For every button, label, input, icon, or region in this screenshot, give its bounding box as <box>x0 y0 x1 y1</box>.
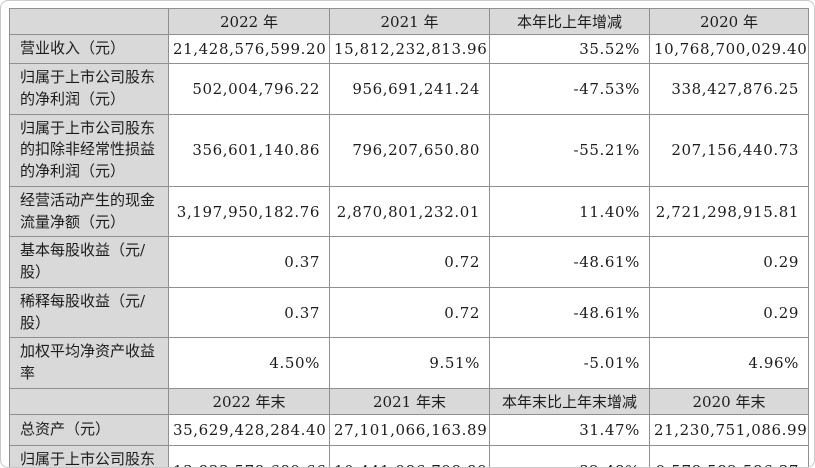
table-row-net-profit: 归属于上市公司股东的净利润（元） 502,004,796.22 956,691,… <box>9 63 809 115</box>
table-row-total-assets: 总资产（元） 35,629,428,284.40 27,101,066,163.… <box>9 413 809 446</box>
net-assets-2022: 13,833,578,689.66 <box>168 444 330 467</box>
deducted-net-profit-2021: 796,207,650.80 <box>329 113 490 187</box>
net-profit-2021: 956,691,241.24 <box>329 63 490 115</box>
net-assets-2021: 10,441,986,798.89 <box>329 444 490 467</box>
operating-cash-flow-change: 11.40% <box>489 185 650 238</box>
diluted-eps-2021: 0.72 <box>329 286 490 339</box>
annual-header-row: 2022 年 2021 年 本年比上年增减 2020 年 <box>9 8 809 35</box>
row-label-diluted-eps: 稀释每股收益（元/股） <box>9 286 169 339</box>
net-assets-change: 32.48% <box>489 444 650 467</box>
table-row-operating-cash-flow: 经营活动产生的现金流量净额（元） 3,197,950,182.76 2,870,… <box>9 185 809 238</box>
basic-eps-2021: 0.72 <box>329 236 490 288</box>
total-assets-2020: 21,230,751,086.99 <box>649 413 809 446</box>
weighted-avg-roe-2020: 4.96% <box>649 337 809 389</box>
period-end-header-2022: 2022 年末 <box>168 387 330 415</box>
table-row-deducted-net-profit: 归属于上市公司股东的扣除非经常性损益的净利润（元） 356,601,140.86… <box>9 113 809 187</box>
row-label-deducted-net-profit: 归属于上市公司股东的扣除非经常性损益的净利润（元） <box>9 113 169 187</box>
row-label-basic-eps: 基本每股收益（元/股） <box>9 236 169 288</box>
basic-eps-2022: 0.37 <box>168 236 330 288</box>
net-profit-2022: 502,004,796.22 <box>168 63 330 115</box>
table-row-revenue: 营业收入（元） 21,428,576,599.20 15,812,232,813… <box>9 34 809 64</box>
financial-summary-table: 2022 年 2021 年 本年比上年增减 2020 年 营业收入（元） 21,… <box>9 8 809 467</box>
annual-header-2020: 2020 年 <box>649 8 809 35</box>
weighted-avg-roe-change: -5.01% <box>489 337 650 389</box>
basic-eps-change: -48.61% <box>489 236 650 288</box>
weighted-avg-roe-2022: 4.50% <box>168 337 330 389</box>
table-row-basic-eps: 基本每股收益（元/股） 0.37 0.72 -48.61% 0.29 <box>9 236 809 288</box>
row-label-operating-cash-flow: 经营活动产生的现金流量净额（元） <box>9 185 169 238</box>
net-profit-2020: 338,427,876.25 <box>649 63 809 115</box>
table-row-net-assets: 归属于上市公司股东的净资产（元） 13,833,578,689.66 10,44… <box>9 444 809 467</box>
annual-header-empty-cell <box>9 8 169 35</box>
table-row-weighted-avg-roe: 加权平均净资产收益率 4.50% 9.51% -5.01% 4.96% <box>9 337 809 389</box>
annual-header-2021: 2021 年 <box>329 8 490 35</box>
weighted-avg-roe-2021: 9.51% <box>329 337 490 389</box>
revenue-2022: 21,428,576,599.20 <box>168 34 330 64</box>
diluted-eps-2020: 0.29 <box>649 286 809 339</box>
revenue-2020: 10,768,700,029.40 <box>649 34 809 64</box>
table-row-diluted-eps: 稀释每股收益（元/股） 0.37 0.72 -48.61% 0.29 <box>9 286 809 339</box>
row-label-total-assets: 总资产（元） <box>9 413 169 446</box>
total-assets-change: 31.47% <box>489 413 650 446</box>
revenue-change: 35.52% <box>489 34 650 64</box>
operating-cash-flow-2022: 3,197,950,182.76 <box>168 185 330 238</box>
annual-header-change: 本年比上年增减 <box>489 8 650 35</box>
revenue-2021: 15,812,232,813.96 <box>329 34 490 64</box>
annual-header-2022: 2022 年 <box>168 8 330 35</box>
row-label-net-assets: 归属于上市公司股东的净资产（元） <box>9 444 169 467</box>
deducted-net-profit-2020: 207,156,440.73 <box>649 113 809 187</box>
period-end-header-change: 本年末比上年末增减 <box>489 387 650 415</box>
net-assets-2020: 9,578,582,586.37 <box>649 444 809 467</box>
row-label-weighted-avg-roe: 加权平均净资产收益率 <box>9 337 169 389</box>
row-label-revenue: 营业收入（元） <box>9 34 169 64</box>
period-end-header-2021: 2021 年末 <box>329 387 490 415</box>
total-assets-2021: 27,101,066,163.89 <box>329 413 490 446</box>
operating-cash-flow-2021: 2,870,801,232.01 <box>329 185 490 238</box>
total-assets-2022: 35,629,428,284.40 <box>168 413 330 446</box>
basic-eps-2020: 0.29 <box>649 236 809 288</box>
period-end-header-row: 2022 年末 2021 年末 本年末比上年末增减 2020 年末 <box>9 387 809 415</box>
deducted-net-profit-2022: 356,601,140.86 <box>168 113 330 187</box>
operating-cash-flow-2020: 2,721,298,915.81 <box>649 185 809 238</box>
period-end-header-2020: 2020 年末 <box>649 387 809 415</box>
deducted-net-profit-change: -55.21% <box>489 113 650 187</box>
diluted-eps-change: -48.61% <box>489 286 650 339</box>
row-label-net-profit: 归属于上市公司股东的净利润（元） <box>9 63 169 115</box>
period-end-header-empty-cell <box>9 387 169 415</box>
diluted-eps-2022: 0.37 <box>168 286 330 339</box>
net-profit-change: -47.53% <box>489 63 650 115</box>
